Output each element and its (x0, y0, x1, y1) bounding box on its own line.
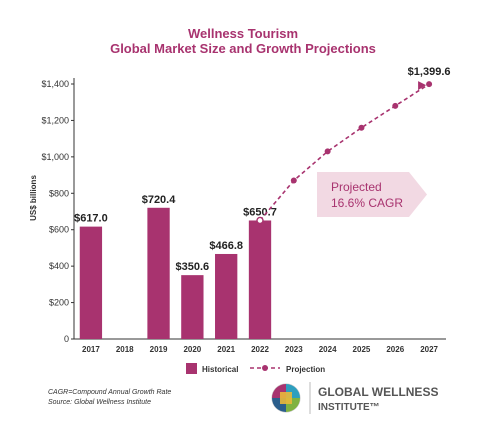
projection-value-label: $1,399.6 (408, 66, 451, 78)
bar (248, 220, 272, 339)
bar (79, 226, 103, 339)
y-tick-label: $200 (49, 298, 69, 308)
chart-title: Wellness Tourism (188, 26, 298, 41)
x-tick-label: 2019 (150, 345, 168, 354)
y-tick-label: 0 (64, 334, 69, 344)
y-axis-label: US$ billions (29, 175, 38, 221)
y-ticks: 0 $200 $400 $600 $800 $1,000 $1,200 $1,400 (41, 79, 74, 344)
projection-arrowhead (418, 81, 427, 91)
footnote-cagr: CAGR=Compound Annual Growth Rate (48, 389, 172, 396)
cagr-callout: Projected 16.6% CAGR (317, 172, 427, 217)
x-tick-label: 2024 (319, 345, 337, 354)
x-ticks: 2017 2018 2019 2020 2021 2022 2023 2024 2025 2026… (82, 345, 439, 354)
x-tick-label: 2026 (386, 345, 404, 354)
callout-arrow-shape (317, 172, 427, 217)
y-tick-label: $600 (49, 225, 69, 235)
projection-point (426, 81, 433, 88)
bar-value-label: $617.0 (74, 213, 108, 225)
bar-value-label: $720.4 (142, 194, 177, 206)
bar (215, 253, 238, 339)
legend-swatch-projection-dot (262, 365, 268, 371)
x-tick-label: 2021 (217, 345, 235, 354)
x-tick-label: 2023 (285, 345, 303, 354)
legend-label-projection: Projection (286, 365, 325, 374)
callout-text-line1: Projected (331, 180, 382, 194)
x-tick-label: 2025 (353, 345, 371, 354)
gwi-logo-mark (271, 383, 301, 413)
x-tick-label: 2017 (82, 345, 100, 354)
projection-point (324, 148, 331, 155)
x-tick-label: 2022 (251, 345, 269, 354)
callout-text-line2: 16.6% CAGR (331, 196, 403, 210)
x-tick-label: 2020 (183, 345, 201, 354)
y-tick-label: $1,000 (41, 152, 69, 162)
x-tick-label: 2027 (420, 345, 438, 354)
projection-point (290, 177, 297, 184)
bar-value-label: $350.6 (176, 261, 210, 273)
footnote-source: Source: Global Wellness Institute (48, 399, 151, 406)
logo-text-line2: INSTITUTE™ (318, 402, 380, 413)
projection-polyline (259, 83, 430, 221)
projection-line: $1,399.6 (256, 66, 451, 225)
projection-point (256, 216, 264, 225)
logo-text-line1: GLOBAL WELLNESS (318, 385, 438, 399)
bar-value-label: $650.7 (243, 206, 277, 218)
bar-value-label: $466.8 (209, 240, 243, 252)
chart-subtitle: Global Market Size and Growth Projection… (110, 41, 376, 56)
projection-point (392, 102, 399, 109)
y-tick-label: $400 (49, 261, 69, 271)
bar-labels: $617.0 $720.4 $350.6 $466.8 $650.7 (74, 194, 277, 273)
x-tick-label: 2018 (116, 345, 134, 354)
legend-swatch-historical (186, 363, 197, 374)
bar (181, 275, 204, 339)
bars (79, 207, 272, 339)
y-tick-label: $1,400 (41, 79, 69, 89)
bar (147, 207, 170, 339)
legend: Historical Projection (186, 363, 325, 374)
projection-point (358, 124, 365, 131)
y-tick-label: $800 (49, 188, 69, 198)
legend-label-historical: Historical (202, 365, 238, 374)
gwi-logo: GLOBAL WELLNESS INSTITUTE™ (271, 382, 438, 414)
y-tick-label: $1,200 (41, 115, 69, 125)
